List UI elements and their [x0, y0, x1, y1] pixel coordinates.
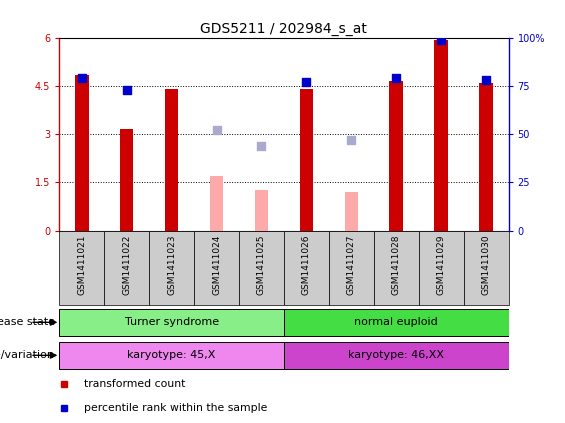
Text: GSM1411022: GSM1411022	[122, 234, 131, 294]
Bar	[299, 89, 313, 231]
Bar	[210, 176, 223, 231]
Text: percentile rank within the sample: percentile rank within the sample	[84, 403, 267, 412]
Text: GSM1411029: GSM1411029	[437, 234, 446, 295]
Bar	[419, 231, 463, 305]
Point	[302, 79, 311, 86]
Bar	[284, 342, 508, 369]
Bar	[59, 309, 284, 336]
Bar	[479, 83, 493, 231]
Bar	[434, 40, 448, 231]
Bar	[165, 89, 179, 231]
Point	[212, 127, 221, 134]
Bar	[255, 190, 268, 231]
Bar	[345, 192, 358, 231]
Bar	[194, 231, 239, 305]
Text: normal euploid: normal euploid	[354, 317, 438, 327]
Text: GSM1411027: GSM1411027	[347, 234, 356, 295]
Bar	[329, 231, 374, 305]
Bar	[389, 81, 403, 231]
Bar	[284, 309, 508, 336]
Point	[347, 137, 356, 143]
Text: GSM1411028: GSM1411028	[392, 234, 401, 295]
Bar	[59, 231, 104, 305]
Text: GSM1411021: GSM1411021	[77, 234, 86, 295]
Text: karyotype: 45,X: karyotype: 45,X	[128, 350, 216, 360]
Bar	[59, 342, 284, 369]
Text: genotype/variation: genotype/variation	[0, 350, 55, 360]
Text: Turner syndrome: Turner syndrome	[124, 317, 219, 327]
Text: GSM1411025: GSM1411025	[257, 234, 266, 295]
Text: transformed count: transformed count	[84, 379, 185, 389]
Point	[481, 77, 490, 84]
Text: GSM1411026: GSM1411026	[302, 234, 311, 295]
Title: GDS5211 / 202984_s_at: GDS5211 / 202984_s_at	[201, 22, 367, 36]
Bar	[463, 231, 508, 305]
Bar	[239, 231, 284, 305]
Bar	[104, 231, 149, 305]
Point	[392, 75, 401, 82]
Bar	[374, 231, 419, 305]
Point	[257, 143, 266, 149]
Bar	[284, 231, 329, 305]
Bar	[120, 129, 133, 231]
Text: GSM1411024: GSM1411024	[212, 234, 221, 294]
Point	[122, 87, 131, 93]
Text: GSM1411030: GSM1411030	[481, 234, 490, 295]
Text: GSM1411023: GSM1411023	[167, 234, 176, 295]
Point	[77, 75, 86, 82]
Bar	[149, 231, 194, 305]
Text: karyotype: 46,XX: karyotype: 46,XX	[348, 350, 444, 360]
Bar	[75, 75, 89, 231]
Text: disease state: disease state	[0, 317, 55, 327]
Point	[437, 37, 446, 44]
